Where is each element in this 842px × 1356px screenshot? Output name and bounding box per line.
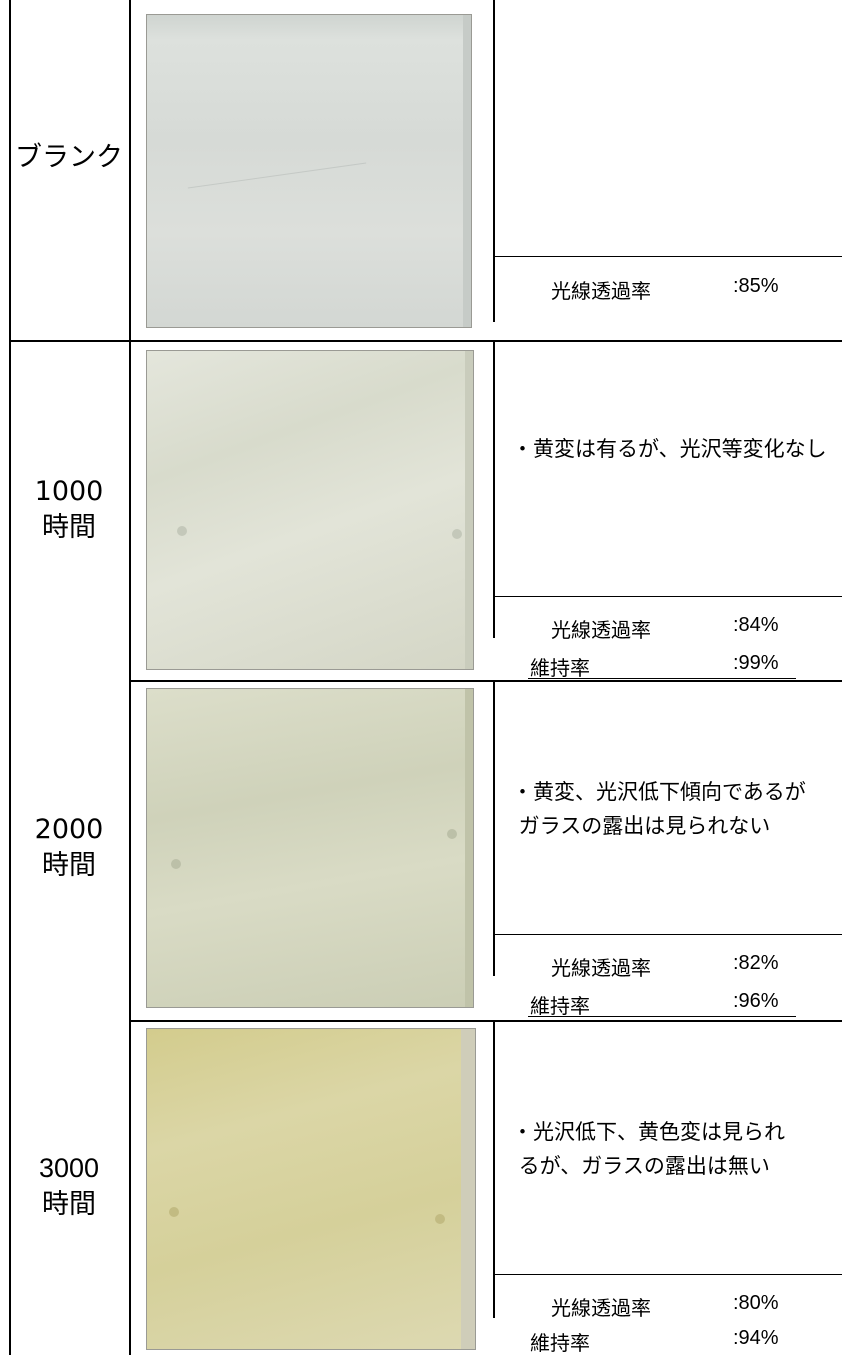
metrics-divider	[493, 256, 842, 257]
table-row-divider	[9, 340, 842, 342]
table-border-col1	[129, 0, 131, 1355]
retention-underline	[528, 678, 796, 679]
sample-photo-1000h	[146, 350, 474, 670]
sample-photo-3000h	[146, 1028, 476, 1350]
retention-value: :94%	[733, 1327, 779, 1349]
retention-value: :96%	[733, 990, 779, 1012]
observation-note: ・黄変は有るが、光沢等変化なし	[512, 437, 827, 461]
transmittance-label: 光線透過率	[551, 279, 651, 303]
observation-note: ・黄変、光沢低下傾向であるが ガラスの露出は見られない	[512, 780, 806, 838]
table-border-col2	[493, 682, 495, 976]
transmittance-value: :85%	[733, 275, 779, 297]
retention-label: 維持率	[530, 994, 590, 1018]
table-row-divider	[129, 1020, 842, 1022]
metrics-divider	[493, 934, 842, 935]
table-border-col2	[493, 0, 495, 322]
transmittance-value: :80%	[733, 1292, 779, 1314]
retention-label: 維持率	[530, 1331, 590, 1355]
table-border-col2	[493, 342, 495, 638]
observation-note: ・光沢低下、黄色変は見られ るが、ガラスの露出は無い	[512, 1120, 785, 1178]
table-border-left	[9, 0, 11, 1355]
transmittance-label: 光線透過率	[551, 956, 651, 980]
transmittance-label: 光線透過率	[551, 618, 651, 642]
row-label-1000h: 1000 時間	[34, 476, 104, 543]
retention-underline	[528, 1016, 796, 1017]
sample-photo-2000h	[146, 688, 474, 1008]
table-border-col2	[493, 1022, 495, 1318]
metrics-divider	[493, 1274, 842, 1275]
sample-photo-blank	[146, 14, 472, 328]
row-label-blank: ブランク	[15, 142, 123, 173]
retention-label: 維持率	[530, 656, 590, 680]
row-label-3000h: 3000 時間	[38, 1153, 100, 1219]
table-row-divider	[129, 680, 842, 682]
row-label-2000h: 2000 時間	[34, 814, 104, 881]
transmittance-label: 光線透過率	[551, 1296, 651, 1320]
metrics-divider	[493, 596, 842, 597]
retention-value: :99%	[733, 652, 779, 674]
transmittance-value: :82%	[733, 952, 779, 974]
transmittance-value: :84%	[733, 614, 779, 636]
